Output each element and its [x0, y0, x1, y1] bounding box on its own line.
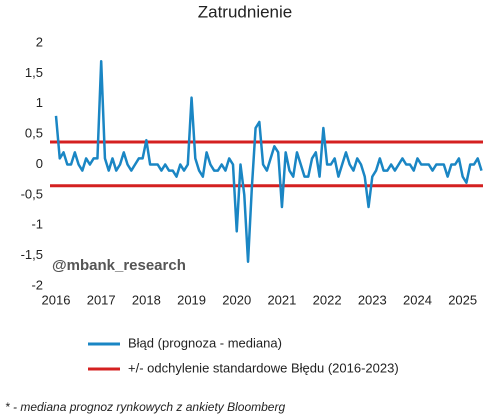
series-line [54, 59, 483, 263]
chart-title: Zatrudnienie [198, 2, 293, 21]
y-tick-label: -1,5 [21, 247, 43, 262]
watermark: @mbank_research [52, 257, 186, 274]
y-tick-label: -2 [31, 277, 43, 292]
x-tick-label: 2024 [403, 292, 432, 307]
x-tick-label: 2017 [87, 292, 116, 307]
x-tick-label: 2021 [267, 292, 296, 307]
y-tick-label: 2 [36, 34, 43, 49]
y-tick-label: -1 [31, 217, 43, 232]
x-tick-label: 2020 [222, 292, 251, 307]
footnote: * - mediana prognoz rynkowych z ankiety … [5, 400, 285, 414]
y-tick-label: -0,5 [21, 186, 43, 201]
x-tick-label: 2019 [177, 292, 206, 307]
legend-label: Błąd (prognoza - mediana) [128, 335, 282, 350]
y-tick-label: 1,5 [25, 65, 43, 80]
y-tick-label: 0 [36, 156, 43, 171]
legend-label: +/- odchylenie standardowe Błędu (2016-2… [128, 360, 399, 375]
x-tick-label: 2018 [132, 292, 161, 307]
x-tick-label: 2023 [358, 292, 387, 307]
y-tick-label: 1 [36, 95, 43, 110]
x-tick-label: 2022 [313, 292, 342, 307]
x-tick-label: 2025 [448, 292, 477, 307]
x-tick-label: 2016 [42, 292, 71, 307]
y-tick-label: 0,5 [25, 126, 43, 141]
